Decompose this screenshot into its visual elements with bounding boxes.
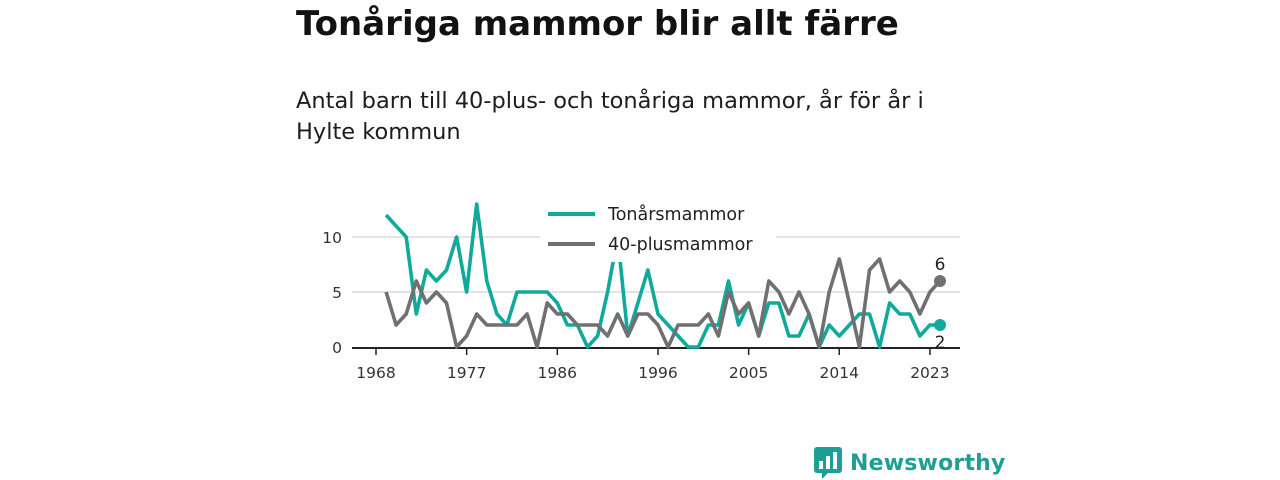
x-tick-label: 1996 — [638, 364, 677, 382]
end-marker — [934, 319, 946, 331]
chart-subtitle: Antal barn till 40-plus- och tonåriga ma… — [296, 88, 924, 145]
y-tick-label: 0 — [332, 339, 342, 357]
series-lines — [384, 202, 942, 349]
y-tick-label: 10 — [322, 229, 342, 247]
legend-label: Tonårsmammor — [607, 204, 745, 225]
x-tick-label: 2014 — [820, 364, 859, 382]
end-value-label: 2 — [935, 333, 946, 353]
line-chart: 0 5 10 1968 1977 1986 1996 2005 2014 2023 Tonårs… — [322, 198, 960, 382]
legend-background — [540, 198, 776, 262]
x-tick-label: 1986 — [538, 364, 577, 382]
newsworthy-logo-icon — [814, 447, 842, 479]
legend-label: 40-plusmammor — [608, 235, 753, 255]
y-axis-ticks: 0 5 10 — [322, 229, 342, 357]
x-tick-label: 1977 — [447, 364, 486, 382]
x-tick-label: 2005 — [729, 364, 768, 382]
series-line-40-plusmammor — [384, 257, 942, 349]
legend: Tonårsmammor 40-plusmammor — [540, 198, 776, 262]
x-tick-label: 2023 — [910, 364, 949, 382]
x-axis-ticks: 1968 1977 1986 1996 2005 2014 2023 — [356, 348, 950, 382]
chart-title: Tonåriga mammor blir allt färre — [296, 4, 899, 44]
y-tick-label: 5 — [332, 284, 342, 302]
newsworthy-brand[interactable]: Newsworthy — [814, 446, 1006, 480]
end-marker — [934, 275, 946, 287]
x-tick-label: 1968 — [356, 364, 395, 382]
series-line-tonarsmammor — [384, 202, 940, 349]
end-value-label: 6 — [935, 255, 946, 275]
end-markers: 26 — [934, 255, 946, 353]
brand-name: Newsworthy — [850, 450, 1006, 476]
